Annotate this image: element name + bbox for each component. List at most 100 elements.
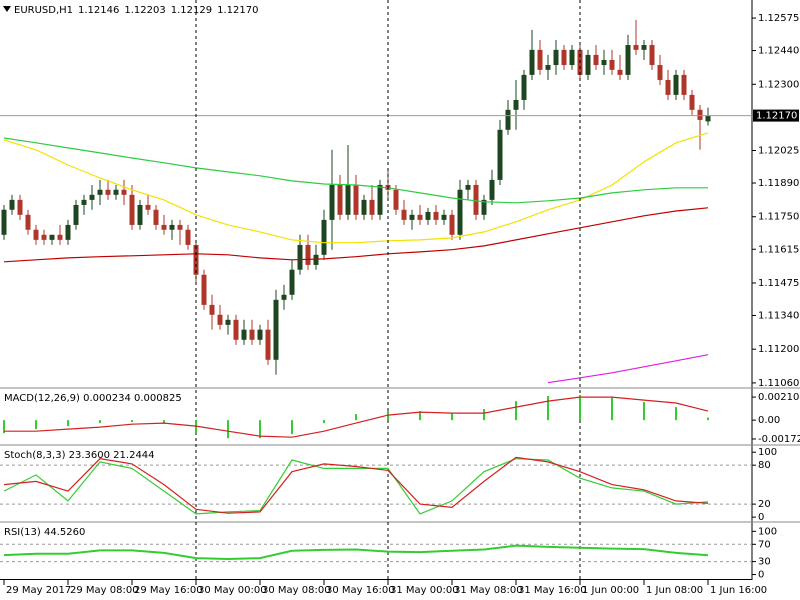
candle-body	[1, 209, 7, 235]
candle-body	[601, 59, 607, 66]
close-label: 1.12170	[217, 5, 258, 16]
indicator-line	[3, 544, 709, 561]
candle-body	[561, 49, 567, 66]
candle-body	[681, 74, 687, 95]
candle-body	[337, 184, 343, 215]
candle-body	[553, 49, 559, 66]
candle-body	[361, 199, 367, 215]
candle-body	[393, 189, 399, 210]
y-tick-label: 1.11475	[758, 278, 799, 289]
candle-body	[505, 109, 511, 130]
candle-body	[673, 74, 679, 95]
candle-body	[489, 179, 495, 200]
candle-body	[433, 211, 439, 220]
candle-body	[345, 184, 351, 215]
candle-body	[57, 234, 63, 240]
candle-body	[41, 234, 47, 240]
indicator-line	[3, 458, 709, 515]
low-label: 1.12129	[171, 5, 212, 16]
candle-body	[625, 45, 631, 75]
candle-body	[33, 229, 39, 240]
y-tick-label: 30	[758, 557, 771, 568]
candle-body	[689, 94, 695, 110]
y-tick-label: 1.12300	[758, 79, 799, 90]
candle-body	[545, 65, 551, 70]
candle-body	[305, 244, 311, 265]
candle-body	[449, 214, 455, 235]
candle-body	[377, 184, 383, 215]
candle-body	[25, 214, 31, 230]
x-tick-label: 1 Jun 00:00	[582, 585, 639, 596]
candle-body	[73, 204, 79, 225]
indicator-line	[3, 207, 709, 263]
candle-body	[225, 319, 231, 325]
indicator-line	[3, 456, 709, 514]
x-tick-label: 30 May 08:00	[262, 585, 331, 596]
candle-body	[17, 199, 23, 215]
candle-body	[49, 234, 55, 240]
candle-body	[369, 199, 375, 215]
y-tick-label: -0.001721	[758, 434, 800, 445]
y-tick-label: 0	[758, 512, 764, 523]
candle-body	[353, 184, 359, 215]
candle-body	[537, 49, 543, 70]
indicator-line	[3, 132, 709, 244]
indicator-title: RSI(13) 44.5260	[4, 527, 85, 538]
candle-body	[113, 189, 119, 195]
candle-body	[649, 45, 655, 66]
open-label: 1.12146	[78, 5, 119, 16]
candle-body	[177, 224, 183, 230]
last-price-box	[753, 109, 799, 122]
x-tick-label: 29 May 2017	[6, 585, 71, 596]
candle-body	[65, 224, 71, 240]
candle-body	[273, 299, 279, 360]
symbol-menu-arrow[interactable]	[3, 6, 11, 12]
y-tick-label: 0	[758, 570, 764, 581]
candle-body	[257, 329, 263, 340]
candle-body	[513, 99, 519, 110]
y-tick-label: 80	[758, 460, 771, 471]
x-tick-label: 30 May 16:00	[326, 585, 395, 596]
x-tick-label: 29 May 08:00	[70, 585, 139, 596]
candle-body	[185, 229, 191, 245]
candle-body	[217, 314, 223, 325]
x-tick-label: 31 May 00:00	[390, 585, 459, 596]
candle-body	[209, 304, 215, 315]
indicator-title: MACD(12,26,9) 0.000234 0.000825	[4, 393, 182, 404]
indicator-line	[547, 354, 709, 384]
indicator-line	[3, 137, 708, 204]
y-tick-label: 1.11060	[758, 378, 799, 389]
candle-body	[705, 115, 711, 122]
candle-body	[161, 224, 167, 230]
candle-body	[593, 54, 599, 66]
x-tick-label: 1 Jun 08:00	[646, 585, 703, 596]
candle-body	[249, 329, 255, 340]
indicator-line	[4, 396, 709, 438]
x-tick-label: 31 May 16:00	[518, 585, 587, 596]
candle-body	[105, 189, 111, 195]
candle-body	[329, 184, 335, 220]
candle-body	[241, 329, 247, 340]
x-tick-label: 29 May 16:00	[134, 585, 203, 596]
candle-body	[697, 109, 703, 120]
candle-body	[129, 194, 135, 225]
last-price-label: 1.12170	[756, 111, 797, 122]
y-tick-label: 20	[758, 499, 771, 510]
indicator-title: Stoch(8,3,3) 23.3600 21.2444	[4, 450, 155, 461]
y-tick-label: 1.12025	[758, 146, 799, 157]
candle-body	[529, 49, 535, 75]
x-tick-label: 1 Jun 16:00	[710, 585, 767, 596]
candle-body	[153, 209, 159, 225]
candle-body	[481, 199, 487, 215]
x-tick-label: 30 May 00:00	[198, 585, 267, 596]
candle-body	[617, 69, 623, 75]
candle-body	[89, 194, 95, 200]
candle-body	[633, 45, 639, 50]
candle-body	[145, 204, 151, 210]
y-tick-label: 1.11200	[758, 344, 799, 355]
candle-body	[417, 214, 423, 220]
candle-body	[97, 189, 103, 195]
